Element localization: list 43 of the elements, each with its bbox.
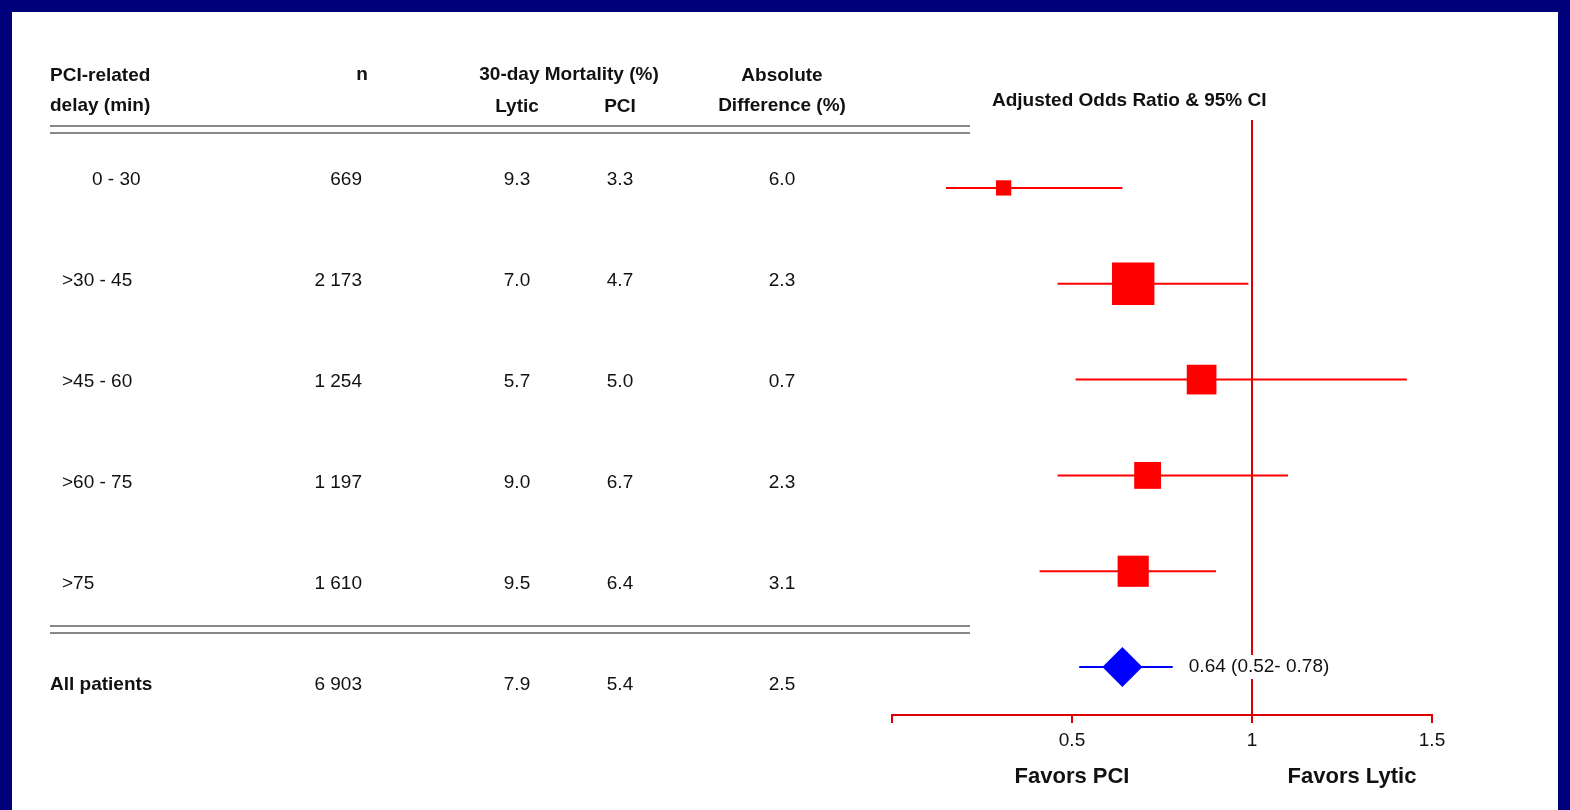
annotation: 0.64 (0.52- 0.78) bbox=[1188, 655, 1330, 677]
text: Favors PCI bbox=[1014, 763, 1130, 789]
data-label: 2 173 bbox=[314, 268, 362, 291]
data-label: 3.1 bbox=[768, 571, 796, 594]
text: Favors Lytic bbox=[1287, 763, 1417, 789]
data-label: 5.0 bbox=[606, 369, 634, 392]
data-label: 7.9 bbox=[503, 672, 531, 695]
text: n bbox=[356, 63, 368, 85]
data-label: 2.3 bbox=[768, 470, 796, 493]
data-label: 9.3 bbox=[503, 167, 531, 190]
data-label: 9.5 bbox=[503, 571, 531, 594]
data-label: 4.7 bbox=[606, 268, 634, 291]
data-label: 6.0 bbox=[768, 167, 796, 190]
data-label: 6.7 bbox=[606, 470, 634, 493]
data-label: 0.7 bbox=[768, 369, 796, 392]
data-label: 5.4 bbox=[606, 672, 634, 695]
text: Lytic bbox=[495, 95, 539, 117]
data-label: 669 bbox=[330, 167, 362, 190]
text: 30-day Mortality (%) bbox=[479, 63, 659, 85]
x-tick-label: 1 bbox=[1246, 728, 1258, 750]
data-label: 6 903 bbox=[314, 672, 362, 695]
data-label: 5.7 bbox=[503, 369, 531, 392]
data-label: 1 610 bbox=[314, 571, 362, 594]
x-tick-label: 1.5 bbox=[1418, 728, 1446, 750]
category-label: >30 - 45 bbox=[62, 268, 133, 291]
data-label: 2.5 bbox=[768, 672, 796, 695]
data-label: 7.0 bbox=[503, 268, 531, 291]
data-label: 3.3 bbox=[606, 167, 634, 190]
data-label: 9.0 bbox=[503, 470, 531, 493]
category-label: >75 bbox=[62, 571, 95, 594]
data-label: 1 197 bbox=[314, 470, 362, 493]
text: PCI-related delay (min) bbox=[50, 63, 152, 117]
data-label: 1 254 bbox=[314, 369, 362, 392]
data-label: 2.3 bbox=[768, 268, 796, 291]
data-label: 6.4 bbox=[606, 571, 634, 594]
category-label: All patients bbox=[50, 672, 153, 695]
category-label: 0 - 30 bbox=[92, 167, 141, 190]
text: PCI bbox=[604, 95, 636, 117]
category-label: >60 - 75 bbox=[62, 470, 133, 493]
x-tick-label: 0.5 bbox=[1058, 728, 1086, 750]
chart-title: Adjusted Odds Ratio & 95% CI bbox=[992, 89, 1267, 111]
category-label: >45 - 60 bbox=[62, 369, 133, 392]
text: Absolute Difference (%) bbox=[717, 63, 847, 117]
